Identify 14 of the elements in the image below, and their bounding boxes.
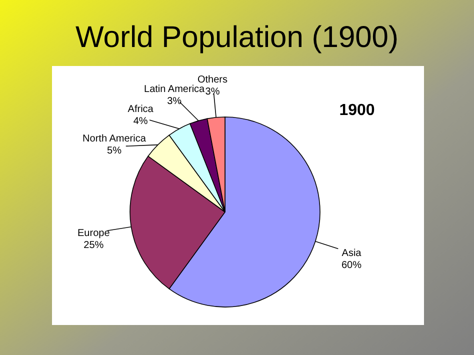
text: 1900 <box>339 102 375 119</box>
slice-label: North America <box>82 133 146 144</box>
slice-label: Asia <box>342 248 362 260</box>
data-label: 3% <box>167 96 182 108</box>
data-label: 5% <box>106 145 122 156</box>
chart-title: World Population (1900) <box>76 21 398 54</box>
slice-label: Others <box>197 74 228 86</box>
data-label: 3% <box>205 86 220 98</box>
slice-label: Latin America <box>144 84 206 96</box>
slice-label: Africa <box>128 104 154 116</box>
data-label: 25% <box>84 240 104 251</box>
slice-label: Europe <box>78 228 110 239</box>
data-label: 4% <box>133 116 148 128</box>
data-label: 60% <box>341 260 362 272</box>
